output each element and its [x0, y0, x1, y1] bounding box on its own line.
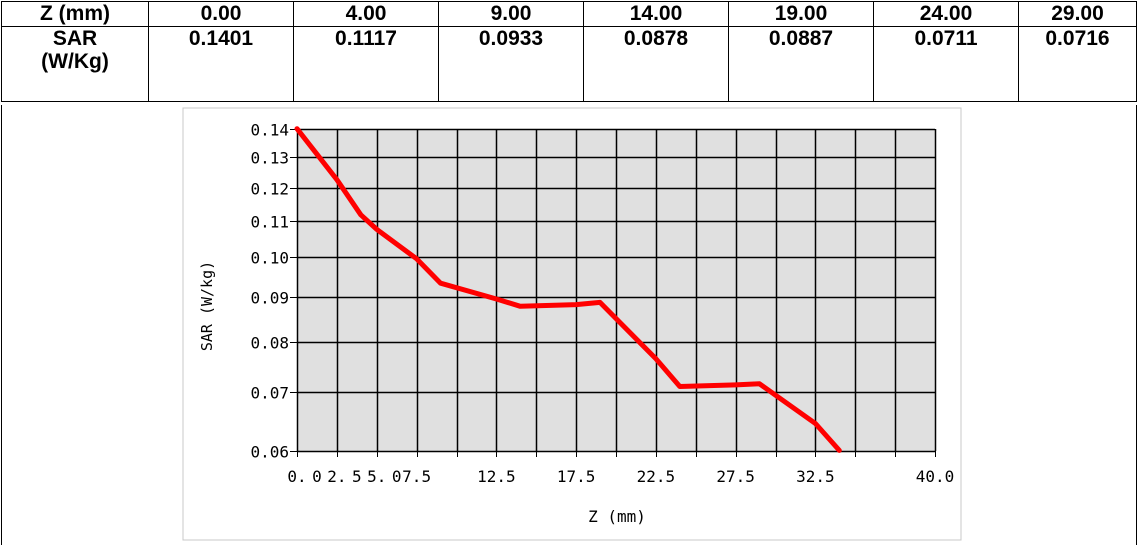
table-cell: 0.0887 [728, 26, 874, 102]
y-tick-label: 0.06 [250, 443, 289, 462]
x-tick-label: 0. [287, 467, 306, 486]
ticks [290, 129, 936, 457]
table-cell: 0.0711 [873, 26, 1019, 102]
x-tick-label: 32.5 [796, 467, 835, 486]
y-tick-label: 0.08 [250, 334, 289, 353]
y-tick-label: 0.12 [250, 180, 289, 199]
series-line [294, 126, 842, 453]
y-tick-label: 0.13 [250, 149, 289, 168]
sar-table: Z (mm) 0.00 4.00 9.00 14.00 19.00 24.00 … [1, 1, 1137, 102]
y-tick-label: 0.07 [250, 384, 289, 403]
table-cell: Z (mm) [1, 1, 149, 27]
table-row-sar: SAR (W/Kg) 0.1401 0.1117 0.0933 0.0878 0… [1, 26, 1137, 102]
table-right-border [1136, 105, 1137, 545]
table-cell: 0.0933 [438, 26, 584, 102]
y-axis-label: SAR (W/kg) [198, 261, 216, 351]
x-tick-label: 0 [312, 467, 322, 486]
x-tick-label: 40.0 [916, 467, 955, 486]
y-tick-label: 0.10 [250, 249, 289, 268]
x-tick-label: 7.5 [402, 467, 431, 486]
table-cell: 0.0716 [1018, 26, 1137, 102]
table-cell: 29.00 [1018, 1, 1137, 27]
table-cell: 0.00 [148, 1, 294, 27]
x-tick-label: 0 [392, 467, 402, 486]
table-cell: 0.0878 [583, 26, 729, 102]
grid [296, 128, 937, 453]
y-tick-label: 0.11 [250, 213, 289, 232]
x-tick-label: 27.5 [716, 467, 755, 486]
y-tick-label: 0.14 [250, 121, 289, 140]
x-tick-label: 2. [327, 467, 346, 486]
table-cell: SAR (W/Kg) [1, 26, 149, 102]
table-cell: 0.1401 [148, 26, 294, 102]
x-tick-label: 17.5 [557, 467, 596, 486]
x-axis-label: Z (mm) [588, 507, 646, 526]
x-tick-label: 12.5 [477, 467, 516, 486]
table-row-z: Z (mm) 0.00 4.00 9.00 14.00 19.00 24.00 … [1, 1, 1137, 27]
table-cell: 0.1117 [293, 26, 439, 102]
x-tick-label: 5. [367, 467, 386, 486]
table-cell: 9.00 [438, 1, 584, 27]
x-tick-label: 22.5 [637, 467, 676, 486]
table-left-border [1, 105, 2, 545]
x-tick-label: 5 [352, 467, 362, 486]
y-tick-label: 0.09 [250, 289, 289, 308]
tick-labels: 0.140.130.120.110.100.090.080.070.060. 0 2… [250, 121, 954, 487]
table-cell: 24.00 [873, 1, 1019, 27]
